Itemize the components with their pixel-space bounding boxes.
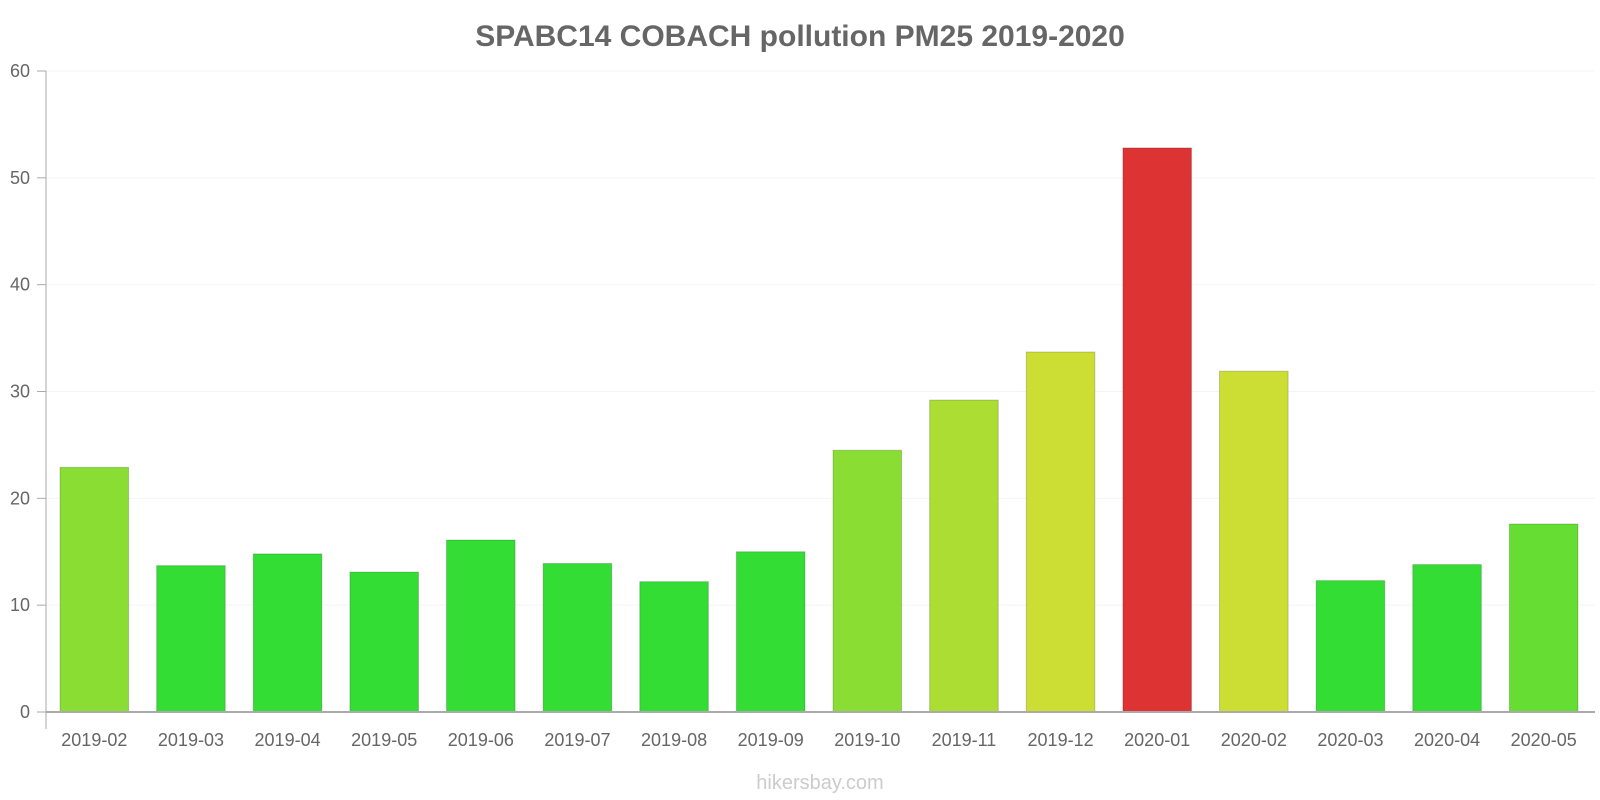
bar [252, 553, 323, 713]
y-tick-label: 0 [20, 702, 30, 722]
x-tick-label: 2019-03 [158, 730, 224, 750]
y-tick-label: 10 [10, 595, 30, 615]
bar [832, 449, 903, 713]
bar [639, 581, 709, 713]
bars [59, 147, 1579, 713]
bar [542, 563, 613, 713]
bar [349, 571, 419, 713]
bar [446, 539, 516, 713]
bar [1412, 564, 1482, 713]
y-tick-label: 40 [10, 275, 30, 295]
bar [59, 466, 130, 713]
x-tick-label: 2019-09 [738, 730, 804, 750]
x-tick-label: 2019-02 [61, 730, 127, 750]
x-tick-label: 2019-11 [932, 730, 997, 750]
x-tick-label: 2020-02 [1221, 730, 1287, 750]
x-tick-label: 2020-05 [1511, 730, 1577, 750]
grid-lines [46, 70, 1595, 606]
y-tick-label: 60 [10, 61, 30, 81]
watermark-text: hikersbay.com [756, 772, 883, 794]
x-tick-label: 2019-10 [834, 730, 900, 750]
x-tick-label: 2019-12 [1028, 730, 1094, 750]
y-tick-label: 20 [10, 488, 30, 508]
bar [735, 551, 806, 713]
x-tick-label: 2019-05 [351, 730, 417, 750]
x-tick-label: 2019-08 [641, 730, 707, 750]
x-tick-label: 2020-01 [1124, 730, 1190, 750]
x-axis: 2019-02 2019-03 2019-04 2019-05 2019-06 2019-… [46, 711, 1595, 750]
bar [929, 399, 999, 713]
x-tick-label: 2020-03 [1317, 730, 1383, 750]
x-tick-label: 2019-07 [544, 730, 610, 750]
bar [156, 565, 226, 713]
y-tick-label: 30 [10, 382, 30, 402]
y-tick-label: 50 [10, 168, 30, 188]
bar [1315, 580, 1386, 713]
x-tick-label: 2020-04 [1414, 730, 1480, 750]
x-tick-label: 2019-04 [255, 730, 321, 750]
y-axis: 0 10 20 30 40 50 60 [10, 61, 47, 729]
chart-title: SPABC14 COBACH pollution PM25 2019-2020 [475, 20, 1125, 53]
bar [1508, 523, 1579, 713]
bar [1122, 147, 1192, 713]
x-tick-label: 2019-06 [448, 730, 514, 750]
bar [1219, 370, 1289, 713]
bar [1025, 351, 1096, 713]
